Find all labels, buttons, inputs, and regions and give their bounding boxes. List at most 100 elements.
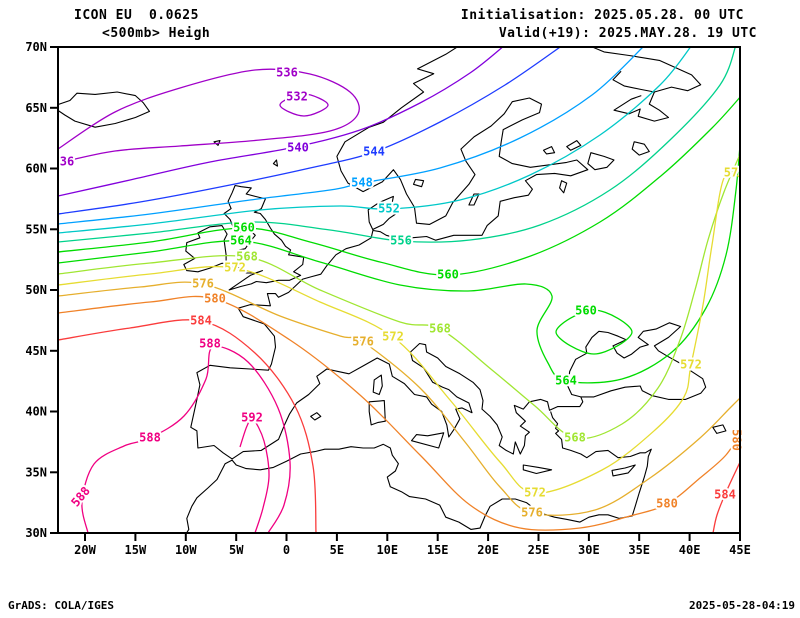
contour-label-580: 580 bbox=[730, 429, 744, 451]
lon-label-5W: 5W bbox=[229, 543, 244, 557]
contour-label-536: 36 bbox=[60, 155, 74, 169]
map-frame bbox=[57, 46, 741, 534]
lon-label-40E: 40E bbox=[679, 543, 701, 557]
lat-label-35N: 35N bbox=[25, 465, 47, 479]
lon-label-20E: 20E bbox=[477, 543, 499, 557]
contour-label-568: 568 bbox=[429, 322, 451, 336]
coastline-white-sea bbox=[613, 91, 670, 122]
contour-536 bbox=[58, 68, 360, 164]
contour-552 bbox=[58, 47, 692, 234]
lon-label-15W: 15W bbox=[125, 543, 147, 557]
contour-label-568: 568 bbox=[236, 250, 258, 264]
axes-layer: 70N 65N 60N 55N 50N 45N 40N 35N 30N 20W 15W 10W 5W 0 5… bbox=[25, 40, 751, 557]
contour-label-560: 560 bbox=[437, 268, 459, 282]
lon-label-30E: 30E bbox=[578, 543, 600, 557]
contour-584 bbox=[712, 460, 740, 533]
lat-label-45N: 45N bbox=[25, 344, 47, 358]
contour-580 bbox=[58, 295, 740, 531]
coastline-sardinia bbox=[368, 400, 386, 426]
lat-label-50N: 50N bbox=[25, 283, 47, 297]
contour-label-572: 572 bbox=[224, 261, 246, 275]
coastline-mallorca bbox=[310, 412, 322, 421]
contour-label-584: 584 bbox=[714, 488, 736, 502]
coastline-kola-coast bbox=[590, 47, 702, 93]
lon-label-10E: 10E bbox=[376, 543, 398, 557]
lon-label-5E: 5E bbox=[330, 543, 344, 557]
coastline-ireland bbox=[183, 225, 228, 273]
contour-label-548: 548 bbox=[351, 176, 373, 190]
coastline-scandinavia-europe-mainland bbox=[190, 47, 707, 460]
lat-label-40N: 40N bbox=[25, 405, 47, 419]
coastline-corsica bbox=[372, 374, 383, 396]
coastline-sicily bbox=[410, 432, 445, 449]
lat-label-30N: 30N bbox=[25, 526, 47, 540]
contour-label-552: 552 bbox=[378, 202, 400, 216]
contour-label-588: 588 bbox=[139, 431, 161, 445]
coastline-shetland bbox=[272, 159, 279, 167]
contour-label-580: 580 bbox=[656, 497, 678, 511]
contour-588 bbox=[81, 345, 291, 533]
coastline-gotland bbox=[468, 193, 480, 206]
lon-label-0: 0 bbox=[283, 543, 290, 557]
lon-label-15E: 15E bbox=[427, 543, 449, 557]
contour-568 bbox=[58, 152, 740, 440]
coastline-lake-peipus bbox=[559, 180, 568, 194]
contour-label-564: 564 bbox=[555, 374, 577, 388]
contour-label-540: 540 bbox=[287, 141, 309, 155]
contour-label-560: 560 bbox=[575, 304, 597, 318]
contour-label-576: 576 bbox=[192, 277, 214, 291]
contour-layer bbox=[58, 47, 740, 533]
model-title: ICON EU 0.0625 bbox=[74, 8, 199, 23]
coastline-cyprus bbox=[611, 464, 636, 477]
contour-564 bbox=[58, 136, 740, 384]
coastline-lake-van bbox=[712, 424, 727, 434]
coastline-crete bbox=[522, 464, 553, 475]
contour-548 bbox=[58, 47, 644, 225]
contour-544 bbox=[58, 47, 562, 215]
contour-label-536: 536 bbox=[276, 66, 298, 80]
coastline-iceland-partial bbox=[58, 91, 151, 128]
coastline-turkey-levant-north-africa bbox=[185, 411, 652, 533]
contour-label-568: 568 bbox=[564, 431, 586, 445]
contour-584 bbox=[58, 319, 317, 533]
lat-label-65N: 65N bbox=[25, 101, 47, 115]
contour-560 bbox=[555, 309, 633, 355]
coastline-finnish-lake-2 bbox=[566, 140, 582, 151]
coastline-finnish-lake-1 bbox=[542, 146, 556, 155]
contour-572 bbox=[58, 172, 740, 494]
contour-label-572: 572 bbox=[382, 330, 404, 344]
contour-label-572: 572 bbox=[524, 486, 546, 500]
lon-label-35E: 35E bbox=[628, 543, 650, 557]
contour-label-560: 560 bbox=[233, 221, 255, 235]
lon-label-10W: 10W bbox=[175, 543, 197, 557]
grads-credit: GrADS: COLA/IGES bbox=[8, 599, 114, 612]
contour-label-544: 544 bbox=[363, 145, 385, 159]
coastline-lake-onega bbox=[631, 141, 650, 156]
lat-label-55N: 55N bbox=[25, 222, 47, 236]
lon-label-45E: 45E bbox=[729, 543, 751, 557]
init-time: Initialisation: 2025.05.28. 00 UTC bbox=[460, 8, 744, 23]
contour-label-584: 584 bbox=[190, 314, 212, 328]
coastline-great-britain bbox=[223, 184, 305, 291]
contour-592 bbox=[239, 417, 270, 533]
coastline-lake-vanern bbox=[412, 178, 425, 188]
contour-label-572: 572 bbox=[680, 358, 702, 372]
lat-label-70N: 70N bbox=[25, 40, 47, 54]
coastline-lake-ladoga bbox=[587, 152, 615, 171]
lon-label-20W: 20W bbox=[74, 543, 96, 557]
contour-label-532: 532 bbox=[286, 90, 308, 104]
contour-label-576: 576 bbox=[521, 506, 543, 520]
creation-timestamp: 2025-05-28-04:19 bbox=[689, 599, 795, 612]
contour-576 bbox=[58, 281, 740, 516]
contour-540 bbox=[58, 47, 504, 197]
contour-label-556: 556 bbox=[390, 234, 412, 248]
contour-label-576: 576 bbox=[352, 335, 374, 349]
contour-556 bbox=[58, 47, 737, 243]
contour-label-588: 588 bbox=[68, 484, 93, 510]
field-title: <500mb> Heigh bbox=[102, 26, 211, 41]
contour-label-572: 57 bbox=[724, 166, 738, 180]
contour-label-580: 580 bbox=[204, 292, 226, 306]
